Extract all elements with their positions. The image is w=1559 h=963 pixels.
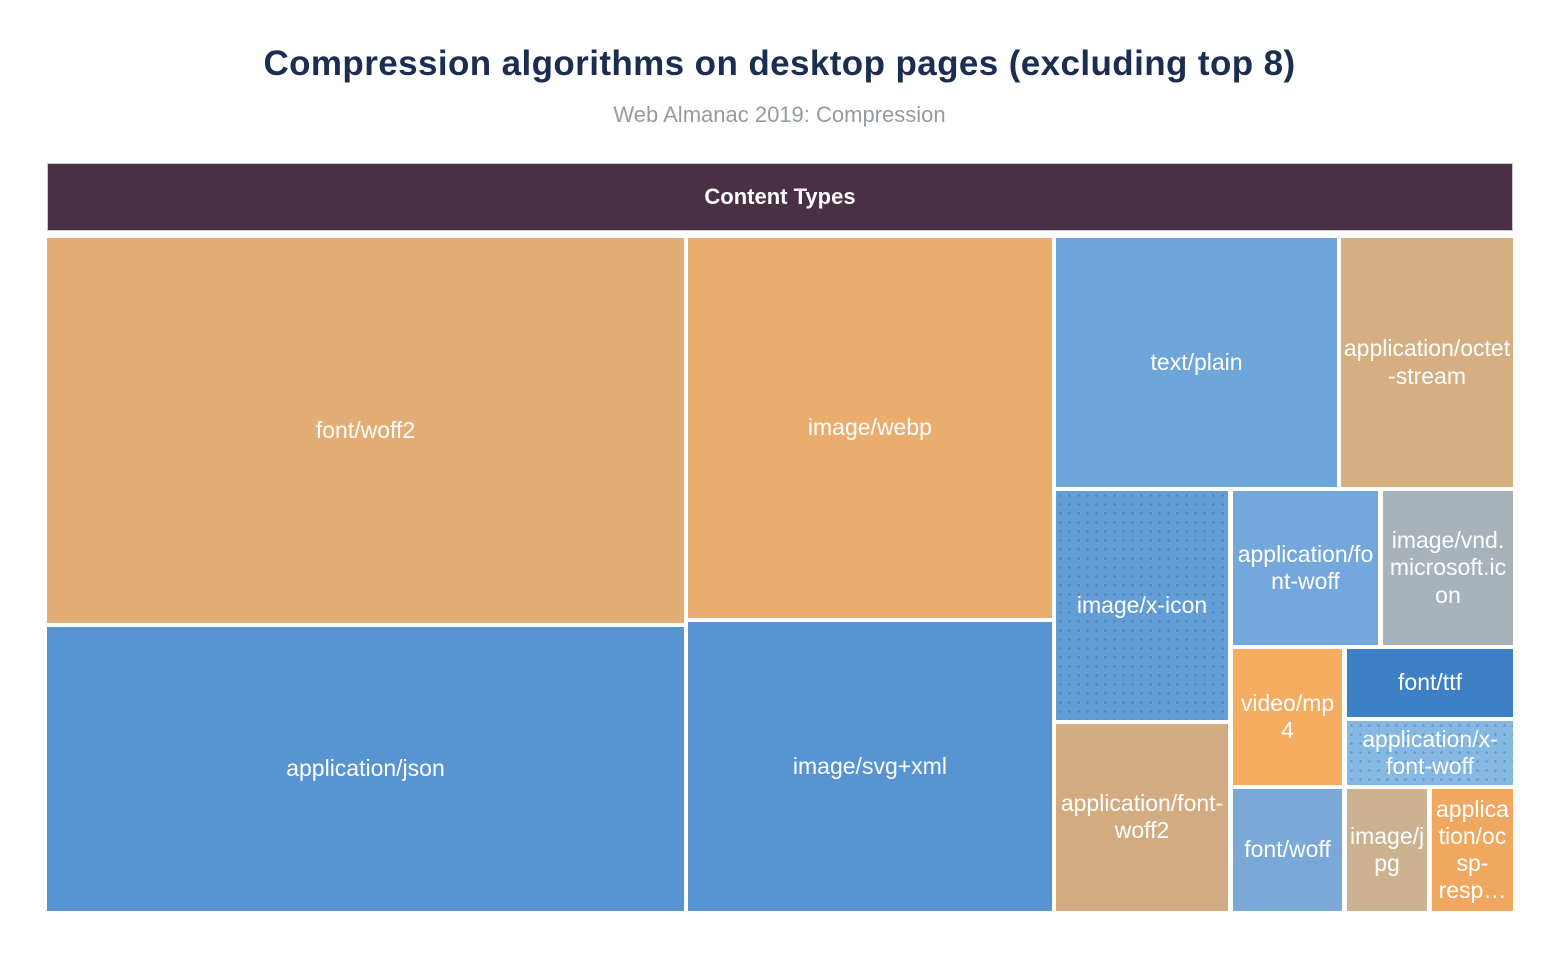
treemap-cell-application-ocsp-resp[interactable]: application/ocsp-resp… [1431, 788, 1513, 911]
treemap-cell-label: image/jpg [1349, 822, 1425, 876]
treemap-cell-label: application/font-woff2 [1060, 790, 1224, 844]
treemap-cell-image-webp[interactable]: image/webp [687, 238, 1052, 618]
treemap-cell-label: image/x-icon [1076, 591, 1208, 618]
treemap-cell-label: image/webp [807, 414, 932, 441]
treemap-cell-label: text/plain [1150, 348, 1243, 375]
treemap-cell-label: font/ttf [1398, 669, 1462, 696]
treemap-cell-label: application/x-font-woff [1362, 725, 1498, 779]
treemap-cell-application-octet-stream[interactable]: application/octet-stream [1341, 238, 1513, 487]
treemap-cell-image-jpg[interactable]: image/jpg [1347, 788, 1428, 911]
treemap-cell-label: application/octet-stream [1343, 335, 1511, 389]
treemap-cell-image-vnd-microsoft-icon[interactable]: image/vnd.microsoft.icon [1382, 490, 1513, 645]
treemap-chart: Content Types font/woff2 application/json… [47, 163, 1513, 911]
treemap-cell-application-font-woff[interactable]: application/font-woff [1232, 490, 1378, 645]
chart-subtitle: Web Almanac 2019: Compression [613, 102, 946, 127]
treemap-cell-label: font/woff [1244, 836, 1331, 863]
treemap-cell-font-woff[interactable]: font/woff [1232, 788, 1343, 911]
treemap-cell-image-x-icon[interactable]: image/x-icon [1056, 490, 1228, 720]
treemap-root-label: Content Types [704, 184, 856, 209]
chart-title: Compression algorithms on desktop pages … [263, 44, 1296, 83]
treemap-cell-font-ttf[interactable]: font/ttf [1347, 649, 1513, 717]
treemap-cell-label: image/vnd.microsoft.icon [1389, 527, 1507, 608]
treemap-cell-label: font/woff2 [315, 416, 416, 443]
treemap-cell-label: video/mp4 [1240, 689, 1335, 743]
treemap-cell-label: application/font-woff [1237, 540, 1374, 594]
treemap-cell-font-woff2[interactable]: font/woff2 [47, 238, 684, 624]
treemap-cell-label: application/json [286, 755, 445, 782]
treemap-cell-image-svg-xml[interactable]: image/svg+xml [687, 622, 1052, 911]
treemap-cell-text-plain[interactable]: text/plain [1056, 238, 1338, 487]
treemap-root-header: Content Types [47, 163, 1513, 231]
treemap-plot-area: font/woff2 application/json image/webp imag… [47, 238, 1513, 911]
treemap-cell-label: image/svg+xml [792, 752, 947, 779]
treemap-cell-video-mp4[interactable]: video/mp4 [1232, 649, 1343, 785]
treemap-cell-label: application/ocsp-resp… [1436, 795, 1509, 904]
treemap-cell-application-x-font-woff[interactable]: application/x-font-woff [1347, 721, 1513, 785]
treemap-cell-application-json[interactable]: application/json [47, 626, 684, 911]
treemap-cell-application-font-woff2[interactable]: application/font-woff2 [1056, 723, 1228, 911]
